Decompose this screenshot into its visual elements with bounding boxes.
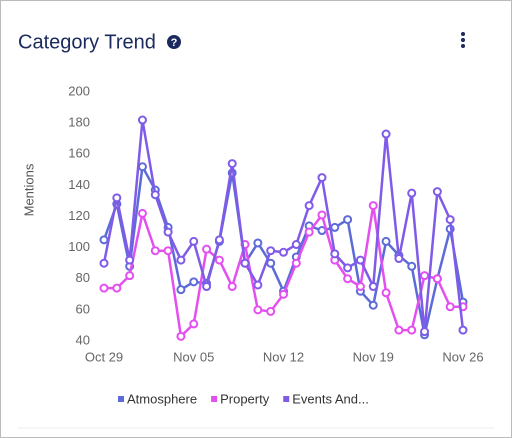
point xyxy=(368,300,378,310)
point xyxy=(368,282,378,292)
point xyxy=(445,302,455,312)
point xyxy=(381,288,391,298)
x-tick-label: Nov 12 xyxy=(263,349,304,364)
point xyxy=(99,235,109,245)
point xyxy=(279,247,288,257)
point xyxy=(189,277,199,287)
point xyxy=(407,188,417,198)
y-tick-label: 160 xyxy=(68,146,90,161)
point xyxy=(137,162,147,172)
point xyxy=(343,263,353,273)
point xyxy=(355,282,365,292)
point xyxy=(227,282,237,292)
y-tick-label: 80 xyxy=(76,270,90,285)
point xyxy=(420,327,430,337)
point xyxy=(432,274,442,284)
point xyxy=(355,255,365,265)
point xyxy=(253,305,263,315)
y-tick-label: 200 xyxy=(68,83,90,98)
x-tick-label: Nov 26 xyxy=(442,349,483,364)
point xyxy=(381,129,391,139)
menu-button[interactable] xyxy=(461,32,465,48)
legend-label: Events And... xyxy=(292,391,369,406)
card-title: Category Trend xyxy=(18,31,156,53)
point xyxy=(343,274,353,284)
point xyxy=(202,282,212,292)
point xyxy=(137,115,147,125)
point xyxy=(125,271,135,281)
point xyxy=(266,306,276,316)
point xyxy=(304,227,314,237)
point xyxy=(407,325,417,335)
point xyxy=(394,254,404,264)
y-tick-label: 100 xyxy=(68,239,90,254)
point xyxy=(125,255,135,265)
point xyxy=(330,222,340,232)
point xyxy=(176,255,186,265)
y-tick-label: 40 xyxy=(76,332,90,347)
point xyxy=(291,240,301,250)
point xyxy=(240,258,250,268)
point xyxy=(214,255,224,265)
point xyxy=(330,249,340,259)
legend-label: Property xyxy=(220,391,270,406)
point xyxy=(150,190,160,200)
x-tick-label: Nov 05 xyxy=(173,349,214,364)
legend-swatch xyxy=(118,396,124,402)
svg-text:?: ? xyxy=(171,37,178,49)
x-tick-label: Nov 19 xyxy=(353,349,394,364)
point xyxy=(137,208,147,218)
point xyxy=(163,227,173,237)
point xyxy=(407,261,417,271)
point xyxy=(163,246,173,256)
help-icon[interactable]: ? xyxy=(167,35,181,49)
point xyxy=(304,201,314,211)
point xyxy=(214,235,224,245)
point xyxy=(189,236,199,246)
point xyxy=(279,289,288,299)
point xyxy=(445,215,455,225)
y-axis-label: Mentions xyxy=(21,163,36,216)
point xyxy=(343,215,353,225)
point xyxy=(458,325,468,335)
point xyxy=(112,193,122,203)
point xyxy=(99,283,109,293)
y-tick-label: 140 xyxy=(68,177,90,192)
point xyxy=(368,201,378,211)
point xyxy=(420,271,430,281)
x-tick-label: Oct 29 xyxy=(85,349,123,364)
y-tick-label: 60 xyxy=(76,301,90,316)
point xyxy=(189,319,199,329)
point xyxy=(266,246,276,256)
legend-label: Atmosphere xyxy=(127,391,197,406)
y-tick-label: 120 xyxy=(68,208,90,223)
point xyxy=(176,331,186,341)
point xyxy=(381,236,391,246)
point xyxy=(253,238,263,248)
point xyxy=(291,258,301,268)
point xyxy=(150,246,160,256)
point xyxy=(432,187,442,197)
legend-swatch xyxy=(283,396,290,402)
point xyxy=(176,285,186,295)
point xyxy=(99,258,109,268)
point xyxy=(253,280,263,290)
y-tick-label: 180 xyxy=(68,115,90,130)
point xyxy=(112,283,122,293)
point xyxy=(394,325,404,335)
point xyxy=(227,159,237,169)
point xyxy=(202,244,212,254)
legend-swatch xyxy=(211,396,218,402)
point xyxy=(317,210,327,220)
point xyxy=(317,173,327,183)
